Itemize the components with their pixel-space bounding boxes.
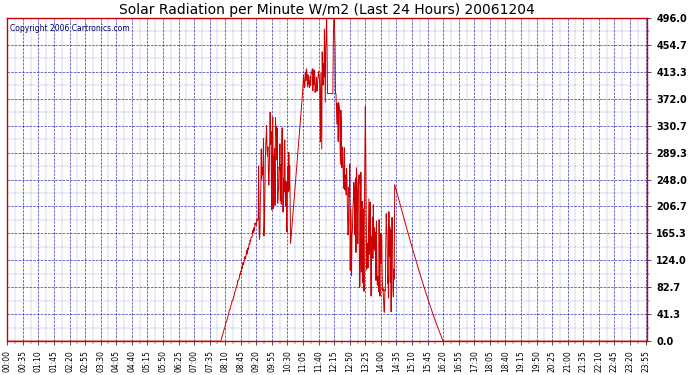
Title: Solar Radiation per Minute W/m2 (Last 24 Hours) 20061204: Solar Radiation per Minute W/m2 (Last 24…	[119, 3, 535, 17]
Text: Copyright 2006 Cartronics.com: Copyright 2006 Cartronics.com	[10, 24, 130, 33]
